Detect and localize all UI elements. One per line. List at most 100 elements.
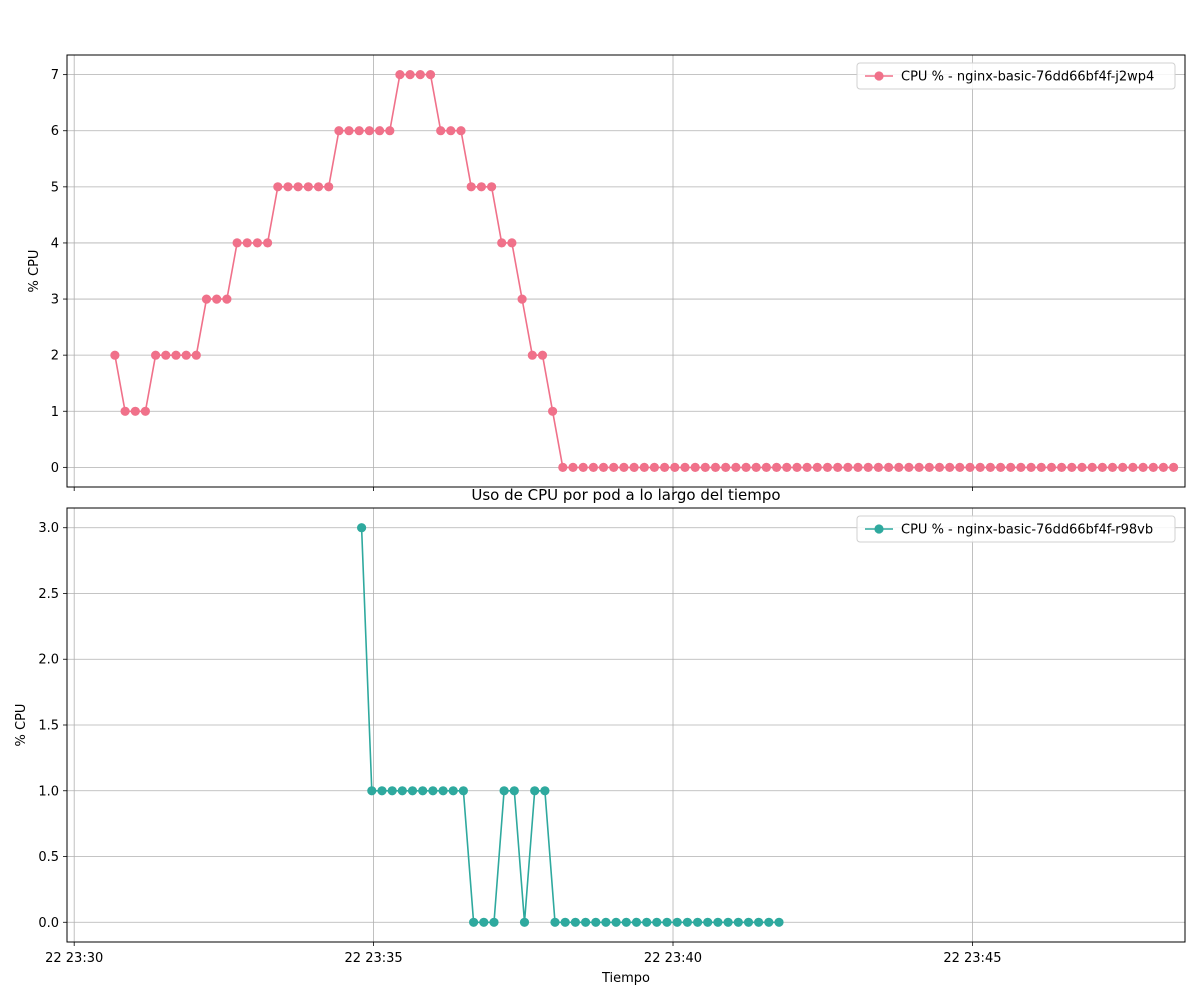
data-point [1036,462,1046,472]
data-point [232,238,242,248]
data-point [733,917,743,927]
data-point [609,462,619,472]
data-point [1138,462,1148,472]
data-point [721,462,731,472]
data-point [1067,462,1077,472]
data-point [873,462,884,472]
y-tick-label: 5 [51,180,59,195]
y-tick-label: 0 [51,461,59,476]
data-point [476,182,486,192]
data-point [110,350,120,360]
x-tick-label: 22 23:30 [45,951,103,966]
data-point [479,917,489,927]
data-point [273,182,283,192]
data-point [466,182,476,192]
data-point [660,462,670,472]
x-tick-label: 22 23:35 [345,951,403,966]
data-point [863,462,873,472]
data-point [955,462,965,472]
data-point [601,917,611,927]
data-point [1046,462,1057,472]
data-point [509,786,519,796]
data-point [357,523,367,533]
subplot-pod-r98vb: 0.00.51.01.52.02.53.0 22 23:30 22 23:35 22… [14,507,1186,966]
data-point [344,126,354,136]
data-point [181,350,191,360]
data-point [672,917,682,927]
data-point [662,917,672,927]
data-point [710,462,721,472]
data-point [387,786,397,796]
data-point [588,462,599,472]
data-point [428,786,438,796]
data-point [397,786,407,796]
data-point [764,917,774,927]
data-point [293,182,303,192]
data-point [621,917,631,927]
data-point [171,350,181,360]
data-point [1087,462,1097,472]
y-tick-label: 3.0 [38,521,59,536]
data-point [540,786,550,796]
data-point [1077,462,1087,472]
data-point [405,70,415,80]
series-line [114,73,1174,469]
data-point [377,786,387,796]
data-point [530,786,540,796]
data-point [945,462,955,472]
legend-marker [874,71,884,81]
data-point [690,462,700,472]
y-axis-label: % CPU [14,704,29,747]
data-point [1118,462,1128,472]
data-point [914,462,924,472]
legend-box [856,515,1176,543]
data-point [853,462,863,472]
data-point [303,182,313,192]
y-axis-ticks: 0.0 0.5 1.0 1.5 2.0 2.5 3.0 [38,521,67,931]
data-point [252,238,262,248]
data-point [700,462,710,472]
data-point [751,462,761,472]
data-point [1057,462,1067,472]
legend-label: CPU % - nginx-basic-76dd66bf4f-r98vb [901,523,1153,538]
y-axis-label: % CPU [27,250,42,293]
series-layer [110,70,1179,472]
data-point [812,462,822,472]
x-axis-label: Tiempo [601,971,650,986]
data-point [161,350,171,360]
data-point [639,462,649,472]
x-tick-label: 22 23:45 [943,951,1001,966]
data-point [446,126,456,136]
y-tick-label: 4 [51,236,59,251]
data-point [201,294,212,304]
data-point [458,786,468,796]
data-point [782,462,792,472]
data-point [375,126,385,136]
data-point [581,917,591,927]
data-point [456,126,466,136]
data-point [407,786,418,796]
data-point [489,917,499,927]
data-point [222,294,232,304]
data-point [611,917,621,927]
data-point [703,917,713,927]
data-point [418,786,428,796]
data-point [772,462,782,472]
data-point [497,238,507,248]
data-point [1016,462,1026,472]
data-point [894,462,904,472]
data-point [558,462,568,472]
data-point [334,126,344,136]
x-axis-ticks [73,487,973,491]
data-point [975,462,985,472]
data-point [629,462,639,472]
subplot-pod-j2wp4: 0 1 2 3 4 5 6 7 % CPU CPU % - nginx-basic-76dd6… [27,54,1186,491]
data-point [395,70,405,80]
y-axis-ticks: 0 1 2 3 4 5 6 7 [51,68,67,476]
data-point [631,917,642,927]
data-point [1006,462,1016,472]
y-tick-label: 6 [51,124,59,139]
y-tick-label: 0.0 [38,916,59,931]
data-point [436,126,446,136]
data-point [517,294,527,304]
